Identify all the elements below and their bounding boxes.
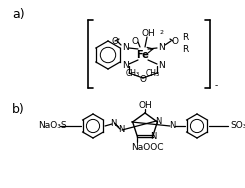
Text: NaOOC: NaOOC	[131, 143, 163, 152]
Text: N: N	[110, 120, 116, 129]
Text: NaO₃S: NaO₃S	[38, 121, 67, 130]
Text: O: O	[139, 76, 147, 84]
Text: N: N	[158, 61, 164, 70]
Text: a): a)	[12, 8, 25, 21]
Text: R: R	[182, 45, 188, 54]
Text: N: N	[150, 132, 157, 141]
Text: OH: OH	[141, 29, 155, 37]
Text: N: N	[158, 42, 164, 52]
Text: -: -	[215, 81, 218, 90]
Text: O: O	[132, 36, 138, 45]
Text: b): b)	[12, 103, 25, 116]
Text: R: R	[182, 33, 188, 42]
Text: OH: OH	[138, 102, 152, 111]
Text: N: N	[155, 118, 161, 127]
Text: N: N	[122, 42, 128, 52]
Text: O: O	[111, 36, 119, 45]
Text: N: N	[169, 121, 175, 130]
Text: CH₃: CH₃	[126, 68, 140, 77]
Text: O: O	[172, 36, 179, 45]
Text: 2: 2	[159, 30, 163, 36]
Text: SO₃Na: SO₃Na	[230, 121, 245, 130]
Text: N: N	[118, 126, 124, 134]
Text: N: N	[122, 61, 128, 70]
Text: CH₃: CH₃	[146, 68, 160, 77]
Text: Fe: Fe	[136, 50, 149, 60]
